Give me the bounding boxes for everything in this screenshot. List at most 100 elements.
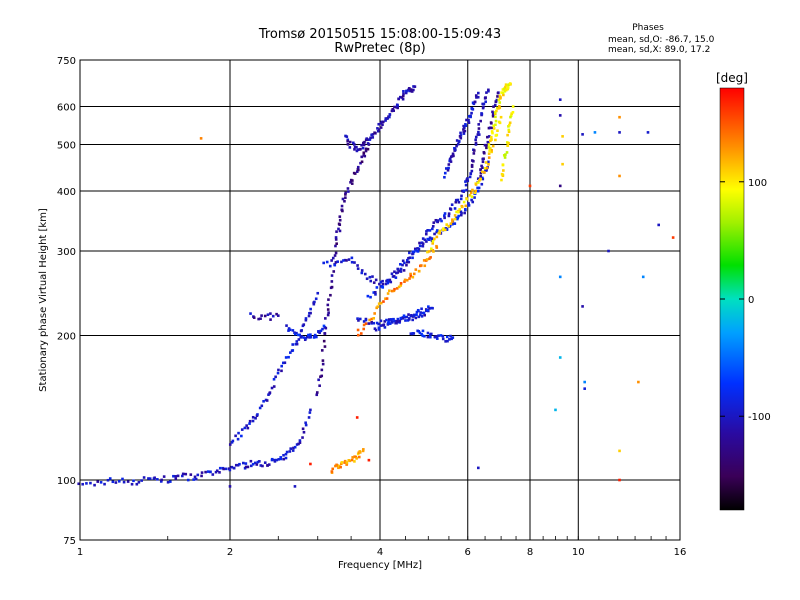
trace-point [365,137,369,140]
chart-titles: Tromsø 20150515 15:08:00-15:09:43 RwPret… [258,27,501,56]
trace-point [228,468,232,472]
trace-point [490,148,493,152]
trace-point [320,349,324,352]
isolated-point [558,184,562,188]
trace-point [334,261,338,264]
trace-point [356,165,360,169]
trace-point [482,105,485,109]
trace-point [353,172,357,175]
trace-point [246,465,250,469]
trace-point [482,102,486,106]
trace-point [402,314,406,318]
trace-point [479,177,482,181]
trace-point [409,88,413,91]
trace-point [492,105,495,108]
trace-point [363,154,367,158]
trace-point [352,143,356,146]
trace-point [280,369,283,373]
trace-point [142,476,146,479]
trace-point [315,335,318,339]
trace-point [274,375,277,379]
trace-point [402,90,405,93]
trace-point [464,204,468,208]
trace-point [99,481,103,484]
trace-point [448,338,451,341]
trace-point [508,123,511,127]
trace-point [352,141,355,145]
trace-point [408,89,411,93]
trace-point [379,319,383,323]
trace-point [122,480,126,484]
trace-point [459,136,463,140]
trace-point [494,119,498,123]
trace-point [259,317,262,320]
trace-point [470,107,474,111]
isolated-point [618,115,621,119]
trace-point [483,171,486,174]
colorbar-tick-label: 0 [748,295,754,306]
trace-point [399,284,403,287]
trace-point [336,260,339,263]
trace-point [401,97,405,101]
colorbar-ticks: 100 0 -100 [720,178,771,423]
trace-point [263,314,267,318]
trace-point [343,199,346,203]
trace-point [398,269,401,273]
trace-point [293,331,296,334]
y-tick-label: 200 [57,332,76,343]
trace-point [272,385,276,388]
isolated-point [646,131,650,134]
trace-point [304,421,307,425]
trace-point [504,153,507,156]
trace-point [366,138,370,141]
trace-point [335,242,338,245]
trace-point [468,175,472,179]
trace-point [297,442,300,446]
trace-point [396,271,400,274]
trace-point [447,166,450,170]
trace-point [403,261,406,265]
trace-point [443,214,446,217]
trace-point [398,95,402,99]
trace-point [362,320,366,323]
trace-point [275,312,278,316]
trace-point [331,256,335,260]
trace-point [411,252,414,256]
trace-point [320,374,324,378]
isolated-point [671,236,675,239]
trace-point [353,460,356,463]
trace-point [200,471,204,474]
trace-point [407,260,411,264]
trace-point [276,371,280,375]
trace-point [388,113,392,116]
trace-point [276,314,280,317]
trace-point [214,470,218,474]
trace-point [466,179,470,183]
trace-point [409,274,413,278]
trace-point [271,314,275,318]
trace-point [479,171,483,175]
trace-point [340,204,344,208]
trace-point [251,419,255,423]
trace-point [494,123,497,127]
trace-point [291,343,295,346]
trace-point [372,321,376,325]
trace-point [246,426,250,430]
trace-point [363,272,367,276]
trace-point [401,259,405,263]
trace-point [277,368,280,372]
trace-point [472,149,476,152]
trace-point [117,480,121,483]
trace-point [382,300,385,303]
x-tick-label: 16 [674,547,687,558]
trace-point [506,144,509,147]
trace-point [288,450,292,453]
trace-point [256,413,259,416]
trace-point [323,345,327,348]
isolated-point [293,485,297,488]
trace-point [324,317,327,320]
trace-point [334,236,338,239]
trace-point [451,222,454,226]
trace-point [215,469,219,473]
trace-point [374,328,378,332]
